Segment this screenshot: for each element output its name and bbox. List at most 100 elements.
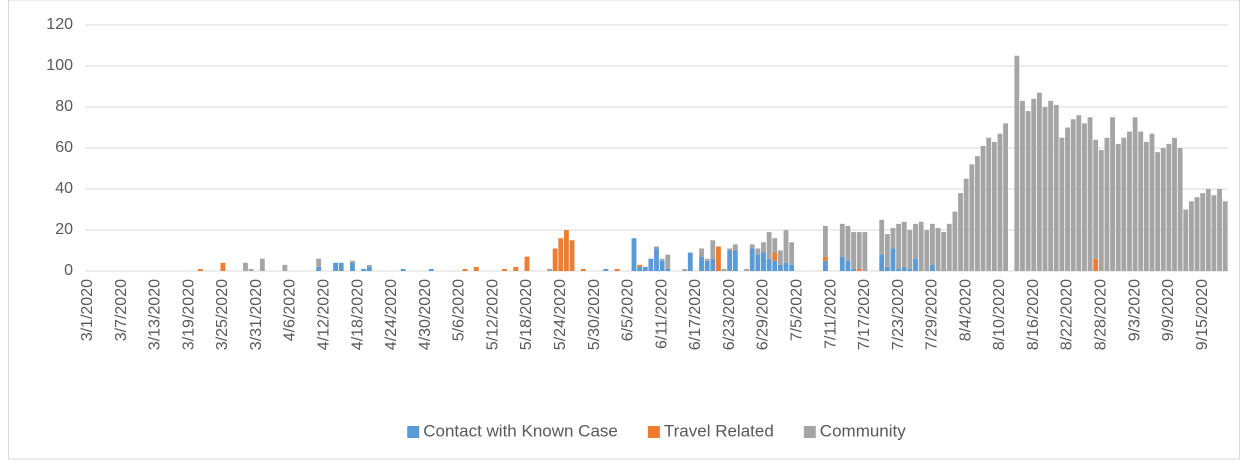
x-tick-label: 6/23/2020 bbox=[721, 279, 738, 350]
bar-segment bbox=[744, 268, 750, 271]
bar-segment bbox=[789, 264, 795, 271]
bar-segment bbox=[654, 248, 659, 271]
bar-segment bbox=[1031, 98, 1037, 271]
bar-segment bbox=[350, 262, 355, 271]
bar-segment bbox=[1155, 152, 1161, 271]
bar-segment bbox=[563, 230, 569, 271]
bar-segment bbox=[1172, 137, 1177, 271]
bar-segment bbox=[822, 256, 828, 261]
bar-segment bbox=[980, 145, 986, 271]
legend-swatch bbox=[803, 426, 816, 438]
bar-segment bbox=[1138, 131, 1144, 271]
x-tick-label: 3/25/2020 bbox=[214, 279, 231, 350]
bar-segment bbox=[991, 141, 997, 271]
bar-segment bbox=[1014, 55, 1020, 271]
bar-segment bbox=[704, 258, 710, 261]
x-tick-label: 3/1/2020 bbox=[79, 279, 96, 341]
bar-segment bbox=[777, 264, 783, 271]
bar-segment bbox=[569, 240, 575, 271]
y-tick-label: 20 bbox=[55, 221, 73, 238]
legend-swatch bbox=[407, 426, 420, 438]
bar-segment bbox=[783, 230, 789, 263]
x-tick-label: 4/24/2020 bbox=[383, 279, 400, 350]
x-tick-label: 7/11/2020 bbox=[822, 279, 839, 349]
bar-segment bbox=[896, 268, 902, 271]
x-tick-label: 7/17/2020 bbox=[856, 279, 873, 350]
x-tick-label: 6/29/2020 bbox=[755, 279, 772, 350]
bar-segment bbox=[963, 178, 969, 271]
bar-segment bbox=[710, 258, 716, 271]
bar-segment bbox=[428, 268, 434, 271]
bar-segment bbox=[749, 248, 755, 271]
bar-segment bbox=[986, 137, 992, 271]
bar-segment bbox=[1177, 148, 1183, 271]
bar-segment bbox=[969, 164, 975, 271]
bar-segment bbox=[1098, 150, 1104, 271]
bar-segment bbox=[1160, 148, 1166, 271]
bar-segment bbox=[282, 264, 288, 271]
bar-segment bbox=[766, 232, 772, 259]
x-tick-label: 3/19/2020 bbox=[180, 279, 197, 350]
bar-segment bbox=[316, 266, 322, 271]
bar-segment bbox=[975, 156, 980, 271]
bar-segment bbox=[699, 248, 704, 257]
bar-segment bbox=[856, 268, 862, 271]
bar-segment bbox=[761, 252, 766, 271]
bar-segment bbox=[648, 258, 654, 271]
bar-segment bbox=[1222, 201, 1228, 271]
x-tick-label: 7/23/2020 bbox=[890, 279, 907, 350]
bar-segment bbox=[766, 258, 772, 271]
bar-segment bbox=[1149, 133, 1155, 271]
bar-segment bbox=[259, 258, 265, 271]
bar-segment bbox=[580, 268, 586, 271]
bar-segment bbox=[822, 225, 828, 257]
bar-segment bbox=[851, 232, 856, 269]
bar-segment bbox=[637, 264, 643, 267]
bar-segment bbox=[1025, 111, 1031, 271]
bar-segment bbox=[1087, 117, 1093, 271]
bar-segment bbox=[361, 268, 367, 271]
bar-segment bbox=[552, 248, 558, 271]
bar-segment bbox=[783, 262, 789, 271]
x-tick-label: 5/30/2020 bbox=[586, 279, 603, 350]
bar-segment bbox=[952, 211, 958, 271]
bar-segment bbox=[1076, 115, 1082, 271]
bar-segment bbox=[659, 258, 665, 261]
bar-segment bbox=[1110, 117, 1115, 271]
bar-segment bbox=[637, 266, 643, 271]
bar-segment bbox=[682, 268, 688, 271]
bar-segment bbox=[699, 256, 704, 271]
x-tick-label: 4/30/2020 bbox=[417, 279, 434, 350]
bar-segment bbox=[839, 256, 845, 271]
bar-segment bbox=[896, 223, 902, 269]
x-tick-label: 8/28/2020 bbox=[1093, 279, 1110, 350]
x-tick-label: 8/16/2020 bbox=[1025, 279, 1042, 350]
bar-segment bbox=[772, 252, 778, 261]
bar-segment bbox=[1020, 100, 1025, 271]
x-tick-label: 4/12/2020 bbox=[316, 279, 333, 350]
bar-segment bbox=[958, 193, 963, 271]
bar-segment bbox=[879, 219, 885, 255]
bar-segment bbox=[839, 223, 845, 257]
bar-segment bbox=[687, 252, 693, 271]
bar-segment bbox=[851, 268, 856, 271]
x-tick-label: 9/3/2020 bbox=[1126, 279, 1143, 341]
bar-segment bbox=[755, 254, 761, 271]
bar-segment bbox=[366, 266, 372, 271]
bar-segment bbox=[856, 232, 862, 269]
bar-segment bbox=[243, 262, 248, 271]
bar-segment bbox=[400, 268, 406, 271]
bar-segment bbox=[946, 223, 952, 271]
x-tick-label: 5/12/2020 bbox=[484, 279, 501, 350]
x-tick-label: 6/5/2020 bbox=[620, 279, 637, 341]
bar-segment bbox=[1217, 189, 1222, 271]
x-tick-label: 4/6/2020 bbox=[282, 279, 299, 341]
bar-segment bbox=[513, 266, 519, 271]
bar-segment bbox=[1093, 139, 1099, 259]
bar-segment bbox=[845, 225, 851, 261]
bar-segment bbox=[1048, 100, 1054, 271]
bar-segment bbox=[1070, 119, 1076, 271]
bar-segment bbox=[772, 238, 778, 253]
bar-segment bbox=[789, 242, 795, 265]
bar-segment bbox=[1132, 117, 1138, 271]
